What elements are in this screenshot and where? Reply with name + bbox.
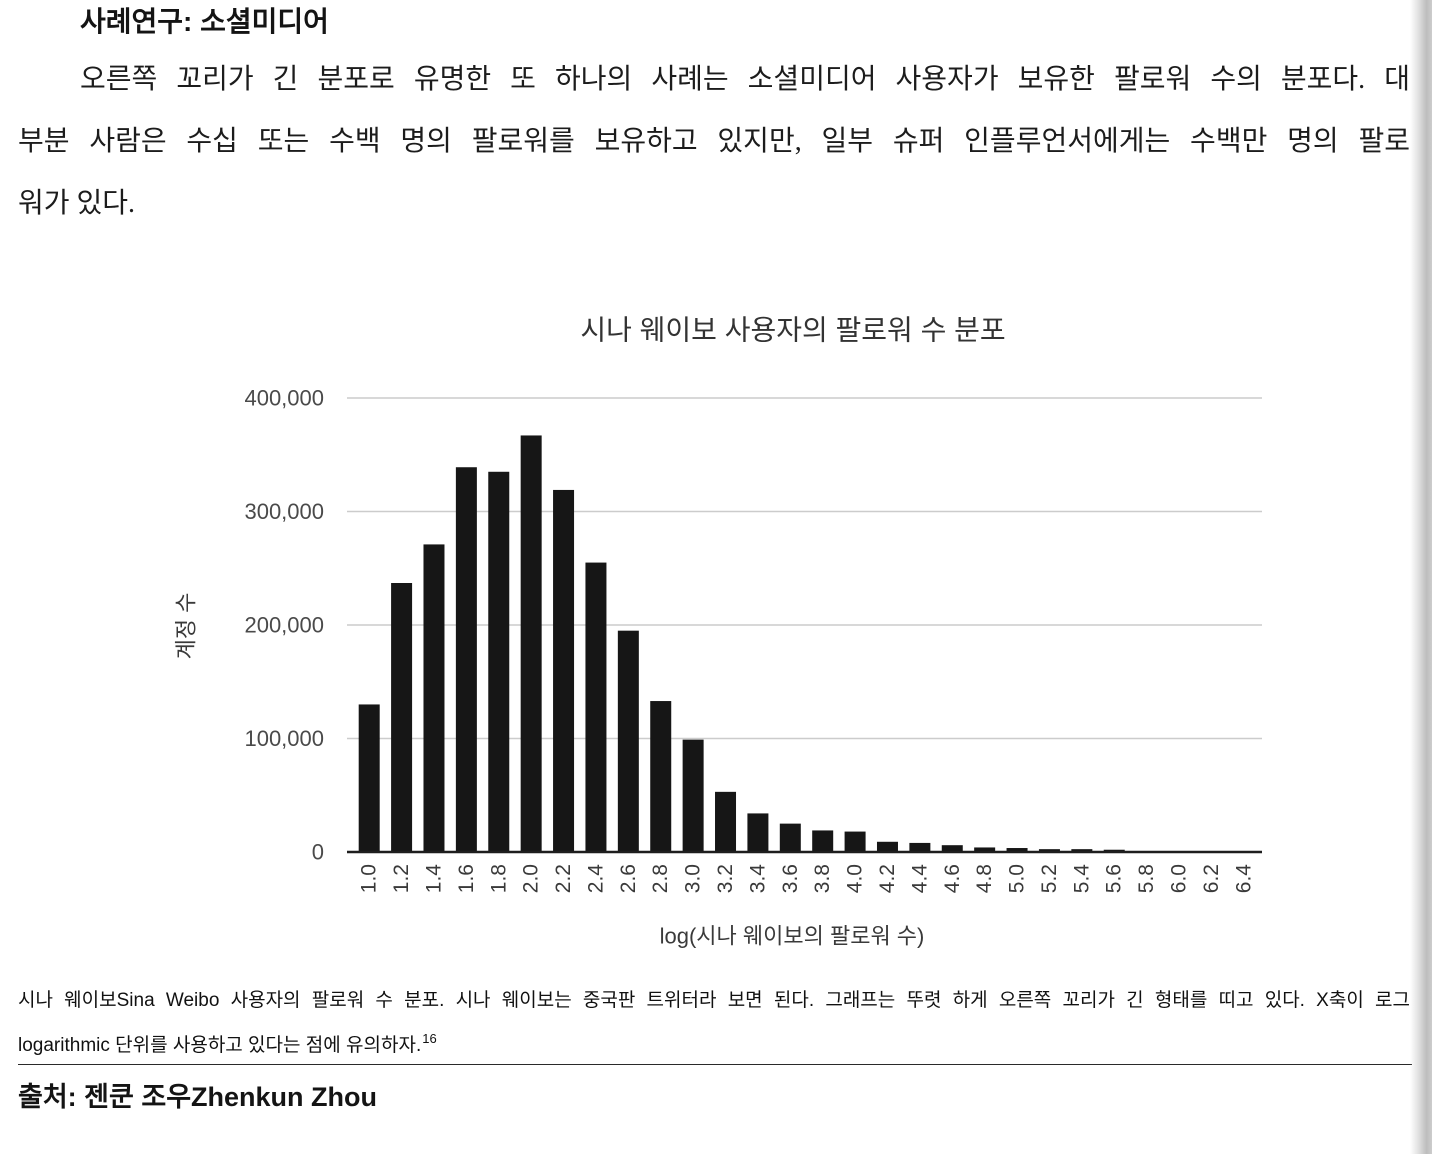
x-tick-label-4-4: 4.4 [908, 864, 931, 894]
x-tick-label-2-2: 2.2 [552, 864, 575, 893]
x-tick-labels: 1.0 1.2 1.4 1.6 1.8 2.0 2.2 2.4 2.6 2.8 3.0 3.2 3.4 3… [358, 864, 1256, 894]
x-tick-label-4-6: 4.6 [941, 864, 964, 893]
gridlines [347, 397, 1262, 740]
figure-source: 출처: 젠쿤 조우Zhenkun Zhou [18, 1082, 378, 1112]
bar-3-8 [812, 830, 834, 852]
y-tick-label-400000: 400,000 [244, 386, 324, 411]
x-tick-label-4-2: 4.2 [876, 864, 899, 893]
bar-4-8 [974, 847, 996, 852]
chart-title: 시나 웨이보 사용자의 팔로워 수 분포 [580, 315, 1005, 346]
x-tick-label-6-2: 6.2 [1200, 864, 1223, 893]
x-tick-label-4-8: 4.8 [973, 864, 996, 893]
bar-1-2 [391, 583, 413, 852]
bar-3-2 [715, 791, 737, 852]
body-paragraph: 오른쪽 꼬리가 긴 분포로 유명한 또 하나의 사례는 소셜미디어 사용자가 보… [18, 49, 1410, 235]
x-tick-label-6-0: 6.0 [1168, 864, 1191, 893]
bar-1-6 [455, 467, 477, 852]
x-tick-label-1-4: 1.4 [422, 864, 445, 894]
x-tick-label-2-6: 2.6 [617, 864, 640, 893]
bar-chart: 시나 웨이보 사용자의 팔로워 수 분포 계정 수 0 100,000 200,00… [0, 290, 1432, 962]
x-tick-label-5-6: 5.6 [1103, 864, 1126, 893]
x-tick-label-2-4: 2.4 [584, 864, 607, 894]
x-tick-label-3-6: 3.6 [779, 864, 802, 893]
figure-caption: 시나 웨이보Sina Weibo 사용자의 팔로워 수 분포. 시나 웨이보는 … [18, 978, 1410, 1068]
x-tick-label-1-2: 1.2 [390, 864, 413, 893]
caption-line: logarithmic 단위를 사용하고 있다는 점에 유의하자.16 [18, 1023, 1410, 1068]
bar-3-0 [682, 739, 704, 852]
x-tick-label-4-0: 4.0 [844, 864, 867, 893]
bar-1-4 [423, 544, 445, 852]
bar-4-6 [941, 845, 963, 852]
bar-5-4 [1071, 849, 1093, 852]
x-tick-label-5-8: 5.8 [1135, 864, 1158, 893]
x-tick-label-3-8: 3.8 [811, 864, 834, 893]
x-tick-label-1-0: 1.0 [358, 864, 381, 893]
bar-1-0 [358, 704, 380, 852]
x-tick-label-2-0: 2.0 [520, 864, 543, 893]
bar-3-6 [779, 823, 801, 852]
x-tick-label-5-0: 5.0 [1006, 864, 1029, 893]
x-tick-label-3-4: 3.4 [746, 864, 769, 894]
paragraph-line: 부분 사람은 수십 또는 수백 명의 팔로워를 보유하고 있지만, 일부 슈퍼 … [18, 126, 1410, 157]
bar-2-6 [617, 630, 639, 852]
divider [18, 1064, 1412, 1065]
chart-canvas: 시나 웨이보 사용자의 팔로워 수 분포 계정 수 0 100,000 200,00… [174, 315, 1262, 949]
x-tick-label-3-0: 3.0 [682, 864, 705, 893]
y-tick-label-300000: 300,000 [244, 499, 324, 524]
x-tick-label-1-6: 1.6 [455, 864, 478, 893]
bar-3-4 [747, 813, 769, 852]
y-tick-label-200000: 200,000 [244, 613, 324, 638]
paragraph-line: 오른쪽 꼬리가 긴 분포로 유명한 또 하나의 사례는 소셜미디어 사용자가 보… [80, 64, 1410, 95]
x-tick-label-6-4: 6.4 [1232, 864, 1255, 894]
bar-4-0 [844, 831, 866, 852]
y-tick-label-0: 0 [312, 840, 324, 865]
bar-5-0 [1006, 848, 1028, 852]
bar-2-0 [520, 435, 542, 852]
bar-2-8 [650, 701, 672, 852]
bar-4-2 [876, 841, 898, 852]
bar-1-8 [488, 471, 510, 852]
bar-5-2 [1038, 849, 1060, 852]
x-tick-label-1-8: 1.8 [487, 864, 510, 893]
bar-2-2 [553, 489, 575, 852]
x-tick-label-3-2: 3.2 [714, 864, 737, 893]
x-tick-label-5-2: 5.2 [1038, 864, 1061, 893]
footnote-ref: 16 [422, 1031, 437, 1046]
caption-line-text: logarithmic 단위를 사용하고 있다는 점에 유의하자. [18, 1035, 422, 1056]
y-tick-labels: 0 100,000 200,000 300,000 400,000 [244, 386, 324, 865]
x-tick-label-5-4: 5.4 [1070, 864, 1093, 894]
y-tick-label-100000: 100,000 [244, 726, 324, 751]
y-axis-label: 계정 수 [174, 593, 199, 660]
bar-2-4 [585, 562, 607, 852]
x-axis-label: log(시나 웨이보의 팔로워 수) [660, 924, 925, 949]
bars [358, 435, 1255, 852]
x-tick-label-2-8: 2.8 [649, 864, 672, 893]
bar-4-4 [909, 842, 931, 852]
paragraph-line: 워가 있다. [18, 188, 136, 219]
section-heading: 사례연구: 소셜미디어 [80, 6, 329, 37]
caption-line: 시나 웨이보Sina Weibo 사용자의 팔로워 수 분포. 시나 웨이보는 … [18, 990, 1410, 1011]
